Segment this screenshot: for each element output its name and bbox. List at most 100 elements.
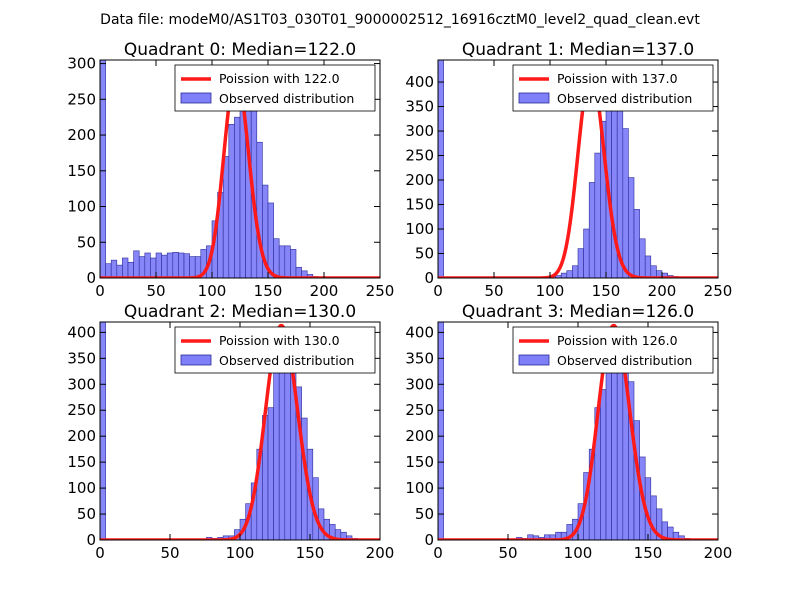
y-tick-label: 400 bbox=[405, 323, 434, 341]
x-tick-label: 200 bbox=[704, 544, 733, 562]
legend: Poission with 126.0 Observed distribution bbox=[512, 326, 714, 374]
histogram-bar bbox=[572, 265, 579, 278]
x-tick-label: 100 bbox=[564, 544, 593, 562]
histogram-bar bbox=[438, 322, 444, 540]
x-tick-label: 100 bbox=[198, 282, 227, 300]
axes-frame bbox=[437, 59, 719, 279]
y-tick-label: 50 bbox=[415, 505, 434, 523]
histogram-bar bbox=[144, 252, 151, 278]
histogram-bar bbox=[583, 228, 590, 278]
histogram-bar bbox=[273, 368, 280, 540]
y-tick-label: 400 bbox=[67, 323, 96, 341]
histogram-bar bbox=[628, 177, 635, 278]
y-tick-label: 250 bbox=[405, 147, 434, 165]
x-tick-label: 0 bbox=[95, 544, 105, 562]
histogram-bar bbox=[189, 256, 196, 278]
histogram-bar bbox=[633, 209, 640, 278]
y-tick-label: 200 bbox=[67, 427, 96, 445]
panel-title: Quadrant 2: Median=130.0 bbox=[124, 302, 356, 322]
histogram-bar bbox=[172, 251, 179, 278]
histogram-bar bbox=[133, 250, 140, 278]
y-tick-label: 300 bbox=[405, 122, 434, 140]
y-tick-label: 0 bbox=[424, 269, 434, 287]
histogram-bar bbox=[605, 358, 612, 540]
y-tick-label: 50 bbox=[77, 505, 96, 523]
histogram-bar bbox=[290, 249, 297, 278]
histogram-bar bbox=[273, 238, 280, 278]
y-tick-label: 150 bbox=[67, 162, 96, 180]
histogram-bar bbox=[183, 253, 190, 278]
legend: Poission with 137.0 Observed distribution bbox=[512, 64, 714, 112]
y-tick-label: 200 bbox=[405, 427, 434, 445]
y-tick-label: 250 bbox=[405, 401, 434, 419]
legend-label-observed: Observed distribution bbox=[219, 353, 354, 368]
panel-title: Quadrant 0: Median=122.0 bbox=[124, 40, 356, 60]
panel-title: Quadrant 1: Median=137.0 bbox=[462, 40, 694, 60]
histogram-bar bbox=[600, 389, 607, 540]
panel-title: Quadrant 3: Median=126.0 bbox=[462, 302, 694, 322]
x-tick-label: 150 bbox=[254, 282, 283, 300]
poisson-curve bbox=[438, 71, 718, 278]
histogram-bar bbox=[127, 261, 134, 278]
plot-area bbox=[438, 60, 718, 278]
axes-frame bbox=[99, 59, 381, 279]
x-tick-label: 50 bbox=[498, 544, 517, 562]
y-tick-label: 100 bbox=[67, 479, 96, 497]
y-tick-label: 250 bbox=[67, 401, 96, 419]
y-tick-label: 100 bbox=[405, 479, 434, 497]
legend-label-observed: Observed distribution bbox=[557, 91, 692, 106]
y-tick-label: 200 bbox=[67, 126, 96, 144]
y-tick-label: 350 bbox=[405, 98, 434, 116]
x-tick-label: 150 bbox=[634, 544, 663, 562]
x-tick-label: 50 bbox=[484, 282, 503, 300]
y-tick-label: 0 bbox=[424, 531, 434, 549]
legend-bar-swatch bbox=[518, 92, 550, 104]
x-tick-label: 50 bbox=[146, 282, 165, 300]
y-tick-label: 200 bbox=[405, 171, 434, 189]
legend: Poission with 122.0 Observed distribution bbox=[174, 64, 376, 112]
x-tick-label: 0 bbox=[95, 282, 105, 300]
x-tick-label: 0 bbox=[433, 544, 443, 562]
x-tick-label: 50 bbox=[160, 544, 179, 562]
y-tick-label: 50 bbox=[77, 233, 96, 251]
histogram-bar bbox=[100, 60, 106, 278]
x-tick-label: 0 bbox=[433, 282, 443, 300]
histogram-bar bbox=[278, 245, 286, 278]
x-tick-label: 200 bbox=[310, 282, 339, 300]
histogram-bar bbox=[639, 238, 646, 278]
y-tick-label: 300 bbox=[67, 375, 96, 393]
x-tick-label: 250 bbox=[366, 282, 395, 300]
y-tick-label: 150 bbox=[405, 196, 434, 214]
figure-suptitle: Data file: modeM0/AS1T03_030T01_90000025… bbox=[100, 12, 700, 28]
histogram-bar bbox=[105, 263, 112, 278]
y-tick-label: 0 bbox=[86, 531, 96, 549]
histogram-bar bbox=[622, 128, 629, 278]
legend-label-poisson: Poission with 122.0 bbox=[219, 71, 340, 86]
legend: Poission with 130.0 Observed distribution bbox=[174, 326, 376, 374]
histogram-bar bbox=[234, 116, 241, 278]
x-tick-label: 200 bbox=[648, 282, 677, 300]
panel-quadrant-3: 0 50 100 150 200 0 50 100 150 200 250 300 350 400 Quad… bbox=[405, 302, 732, 562]
y-tick-label: 0 bbox=[86, 269, 96, 287]
x-tick-label: 250 bbox=[704, 282, 733, 300]
histogram-bar bbox=[110, 259, 118, 278]
histogram-bar bbox=[222, 156, 230, 278]
histogram-bar bbox=[577, 248, 584, 278]
histogram-bar bbox=[228, 124, 235, 278]
histogram-bar bbox=[588, 182, 596, 278]
histogram-bar bbox=[116, 264, 123, 278]
x-tick-label: 100 bbox=[536, 282, 565, 300]
histogram-bar bbox=[122, 257, 129, 278]
y-tick-label: 150 bbox=[67, 453, 96, 471]
y-tick-label: 350 bbox=[67, 349, 96, 367]
y-tick-label: 350 bbox=[405, 349, 434, 367]
y-tick-label: 50 bbox=[415, 245, 434, 263]
histogram-bar bbox=[155, 252, 162, 278]
y-tick-label: 300 bbox=[405, 375, 434, 393]
histogram-bar bbox=[306, 274, 314, 278]
x-tick-label: 150 bbox=[296, 544, 325, 562]
x-tick-label: 100 bbox=[226, 544, 255, 562]
panel-quadrant-2: 0 50 100 150 200 0 50 100 150 200 250 300 350 400 Quad… bbox=[67, 302, 394, 562]
x-tick-label: 200 bbox=[366, 544, 395, 562]
